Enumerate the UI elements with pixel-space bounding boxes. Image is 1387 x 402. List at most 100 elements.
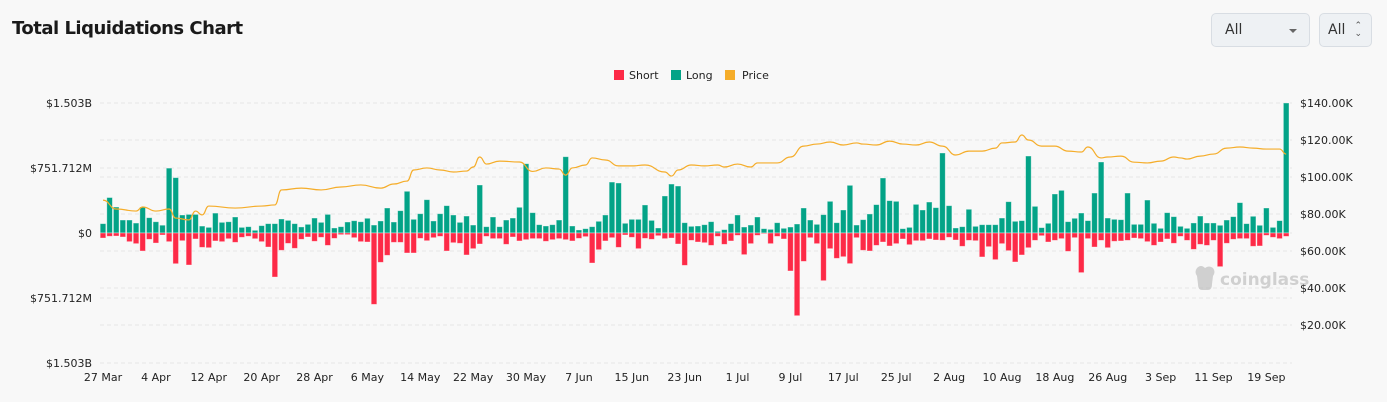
long-bar[interactable] <box>317 221 325 234</box>
short-bar[interactable] <box>1097 232 1105 241</box>
short-bar[interactable] <box>972 232 979 242</box>
short-bar[interactable] <box>146 232 153 240</box>
long-bar[interactable] <box>410 218 417 234</box>
long-bar[interactable] <box>139 206 146 234</box>
short-bar[interactable] <box>113 232 120 237</box>
long-bar[interactable] <box>205 226 212 234</box>
long-bar[interactable] <box>747 224 754 234</box>
short-bar[interactable] <box>978 232 986 258</box>
long-bar[interactable] <box>893 200 900 234</box>
long-bar[interactable] <box>820 214 827 234</box>
short-bar[interactable] <box>469 232 477 250</box>
short-bar[interactable] <box>159 232 166 236</box>
short-bar[interactable] <box>331 232 338 239</box>
long-bar[interactable] <box>899 228 907 234</box>
long-bar[interactable] <box>265 223 272 234</box>
short-bar[interactable] <box>701 232 708 244</box>
long-bar[interactable] <box>859 219 867 234</box>
short-bar[interactable] <box>172 232 179 265</box>
short-bar[interactable] <box>496 232 503 240</box>
short-bar[interactable] <box>1216 232 1224 268</box>
short-bar[interactable] <box>198 232 206 248</box>
short-bar[interactable] <box>886 232 893 247</box>
long-bar[interactable] <box>1164 212 1171 234</box>
short-bar[interactable] <box>132 232 140 245</box>
short-bar[interactable] <box>1256 232 1263 247</box>
long-bar[interactable] <box>159 224 166 234</box>
short-bar[interactable] <box>311 232 318 242</box>
long-bar[interactable] <box>1157 227 1164 234</box>
short-bar[interactable] <box>231 232 239 243</box>
short-bar[interactable] <box>529 232 536 240</box>
short-bar[interactable] <box>443 232 450 252</box>
short-bar[interactable] <box>707 232 715 246</box>
short-bar[interactable] <box>324 232 331 246</box>
long-bar[interactable] <box>370 224 378 234</box>
short-bar[interactable] <box>919 232 926 242</box>
long-bar[interactable] <box>476 184 483 234</box>
long-bar[interactable] <box>364 217 371 234</box>
long-bar[interactable] <box>489 216 497 234</box>
short-bar[interactable] <box>628 232 635 238</box>
short-bar[interactable] <box>562 232 569 241</box>
short-bar[interactable] <box>873 232 880 246</box>
short-bar[interactable] <box>119 232 127 238</box>
short-bar[interactable] <box>582 232 589 238</box>
short-bar[interactable] <box>1084 232 1092 240</box>
short-bar[interactable] <box>1005 232 1012 252</box>
long-bar[interactable] <box>800 207 807 234</box>
short-bar[interactable] <box>635 232 642 250</box>
long-bar[interactable] <box>945 205 953 234</box>
long-bar[interactable] <box>483 226 490 234</box>
long-bar[interactable] <box>906 226 913 234</box>
short-bar[interactable] <box>179 232 186 242</box>
short-bar[interactable] <box>926 232 933 240</box>
long-bar[interactable] <box>463 215 470 234</box>
long-bar[interactable] <box>807 219 814 234</box>
short-bar[interactable] <box>278 232 285 251</box>
short-bar[interactable] <box>760 232 768 235</box>
long-bar[interactable] <box>126 219 133 234</box>
short-bar[interactable] <box>1091 232 1098 248</box>
long-bar[interactable] <box>780 227 788 234</box>
short-bar[interactable] <box>1236 232 1244 240</box>
long-bar[interactable] <box>238 226 246 234</box>
short-bar[interactable] <box>1243 232 1250 240</box>
short-bar[interactable] <box>621 232 629 236</box>
long-bar[interactable] <box>529 212 536 234</box>
short-bar[interactable] <box>317 232 325 238</box>
short-bar[interactable] <box>284 232 292 244</box>
long-bar[interactable] <box>1124 192 1131 234</box>
short-bar[interactable] <box>641 232 649 239</box>
long-bar[interactable] <box>873 204 880 234</box>
long-bar[interactable] <box>853 224 860 234</box>
short-bar[interactable] <box>1164 232 1171 240</box>
short-bar[interactable] <box>661 232 669 240</box>
long-bar[interactable] <box>985 224 992 234</box>
short-bar[interactable] <box>1058 232 1065 240</box>
long-bar[interactable] <box>813 223 821 234</box>
long-bar[interactable] <box>952 227 959 234</box>
long-bar[interactable] <box>846 184 854 234</box>
short-bar[interactable] <box>674 232 682 245</box>
long-bar[interactable] <box>331 227 338 234</box>
short-bar[interactable] <box>1111 232 1118 242</box>
short-bar[interactable] <box>344 232 351 236</box>
long-bar[interactable] <box>450 214 457 234</box>
long-bar[interactable] <box>588 226 596 234</box>
short-bar[interactable] <box>1031 232 1039 241</box>
long-bar[interactable] <box>99 223 107 234</box>
long-bar[interactable] <box>635 218 642 234</box>
long-bar[interactable] <box>1058 189 1065 234</box>
short-bar[interactable] <box>1011 232 1019 263</box>
short-bar[interactable] <box>549 232 556 241</box>
long-bar[interactable] <box>1031 205 1039 234</box>
long-bar[interactable] <box>926 201 933 234</box>
short-bar[interactable] <box>853 232 860 239</box>
short-bar[interactable] <box>1150 232 1158 246</box>
short-bar[interactable] <box>1203 232 1211 246</box>
long-bar[interactable] <box>998 217 1006 234</box>
short-bar[interactable] <box>1269 232 1277 238</box>
long-bar[interactable] <box>245 226 252 234</box>
short-bar[interactable] <box>1064 232 1072 252</box>
